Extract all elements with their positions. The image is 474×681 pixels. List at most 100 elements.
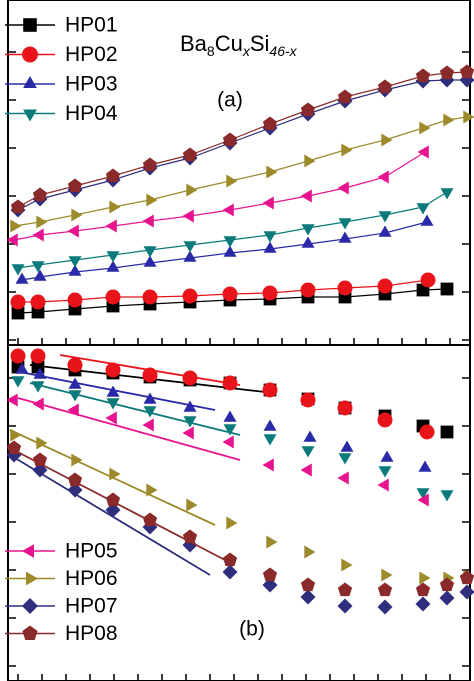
marker [182,529,198,544]
legend-marker [22,544,34,558]
marker [68,377,82,389]
marker [142,214,154,228]
marker [266,165,278,179]
legend-label: HP05 [65,540,118,563]
marker [30,348,46,364]
marker [377,478,389,492]
marker [105,362,121,378]
marker [71,208,83,222]
legend-label: HP03 [65,73,118,96]
marker [381,133,393,147]
marker [6,233,18,247]
legend-label: HP06 [65,567,118,590]
panel-label: (a) [217,89,243,112]
marker [377,79,393,94]
legend-label: HP08 [65,622,118,645]
title-part: Cu [215,31,243,56]
legend-label: HP04 [65,102,118,125]
marker [419,571,431,585]
title-part: Si [250,31,270,56]
marker [301,446,315,458]
marker [11,264,25,276]
marker [11,306,25,320]
marker [31,381,45,393]
marker [182,426,194,440]
marker [222,132,238,147]
marker [417,493,429,507]
marker [337,400,353,416]
marker [338,231,352,243]
marker [10,199,26,214]
fit-line [29,382,241,436]
marker [377,278,393,294]
marker [377,599,393,615]
marker [223,236,237,248]
marker [146,483,158,497]
marker [263,241,277,253]
marker [15,362,29,374]
fit-line [9,454,211,576]
marker [300,102,316,117]
marker [418,460,432,472]
marker [67,292,83,308]
marker [337,280,353,296]
marker [10,428,22,442]
marker [419,121,431,135]
marker [142,418,154,432]
marker [142,157,158,172]
marker [304,545,316,559]
marker [105,219,117,233]
marker [226,174,238,188]
marker [443,113,455,127]
marker [143,255,157,267]
marker [416,203,430,215]
marker [337,89,353,104]
marker [31,305,45,319]
marker [439,577,455,592]
marker [30,294,46,310]
marker [300,463,312,477]
marker [378,225,392,237]
marker [303,430,317,442]
marker [263,419,277,431]
marker [338,218,352,230]
marker [226,516,238,530]
marker [67,403,79,417]
marker [415,596,431,612]
panel-label: (b) [239,618,265,641]
marker [10,348,26,364]
chart-title: Ba8CuxSi46-x [180,31,298,59]
marker [300,577,316,592]
marker [440,425,454,439]
marker [266,535,278,549]
marker [67,472,83,487]
marker [143,406,157,418]
marker [417,145,429,159]
marker [416,488,430,500]
marker [439,590,455,606]
legend-marker [22,46,38,63]
marker [105,502,121,518]
marker [106,251,120,263]
marker [300,392,316,408]
marker [183,416,197,428]
marker [109,467,121,481]
marker [222,203,234,217]
marker [439,65,455,80]
marker [380,450,394,462]
fit-line [19,371,216,411]
marker [143,392,157,404]
marker [186,498,198,512]
marker [338,453,352,465]
title-part: 8 [207,43,215,59]
marker [142,289,158,305]
legend-label: HP02 [65,43,118,66]
marker [109,200,121,214]
marker [337,471,349,485]
fit-line [17,397,241,461]
marker [440,188,454,200]
marker [6,440,22,455]
marker [304,154,316,168]
legend-marker [22,625,38,640]
marker [419,424,435,440]
